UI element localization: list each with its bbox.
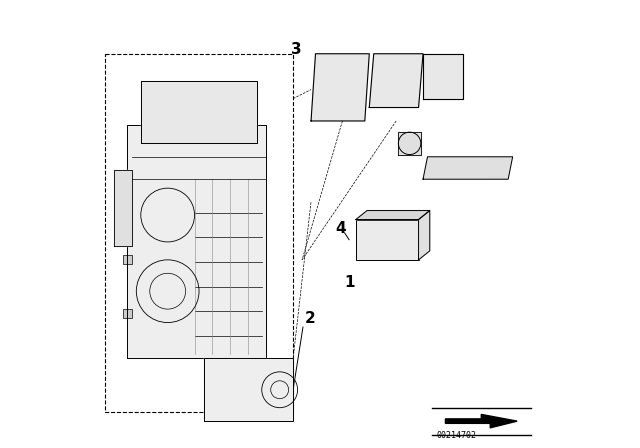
Polygon shape [445, 414, 517, 428]
Bar [428, 63, 459, 90]
Bar [123, 255, 132, 264]
Text: 00214702: 00214702 [436, 431, 476, 440]
Bar [212, 103, 253, 139]
Polygon shape [423, 157, 513, 179]
Polygon shape [369, 54, 423, 108]
Polygon shape [141, 81, 257, 143]
Bar [320, 63, 360, 112]
Bar [123, 197, 132, 206]
Polygon shape [356, 211, 430, 220]
Bar [150, 94, 204, 139]
Polygon shape [398, 132, 421, 155]
Bar [123, 309, 132, 318]
Polygon shape [204, 358, 293, 421]
Polygon shape [127, 125, 266, 358]
Polygon shape [311, 54, 369, 121]
Text: 4: 4 [336, 221, 346, 236]
Polygon shape [419, 211, 430, 260]
Bar [356, 220, 419, 260]
Text: 2: 2 [305, 310, 315, 326]
Text: 1: 1 [345, 275, 355, 290]
Polygon shape [423, 54, 463, 99]
Bar [378, 63, 414, 99]
Polygon shape [114, 170, 132, 246]
Polygon shape [204, 358, 230, 385]
Text: 3: 3 [291, 42, 301, 57]
